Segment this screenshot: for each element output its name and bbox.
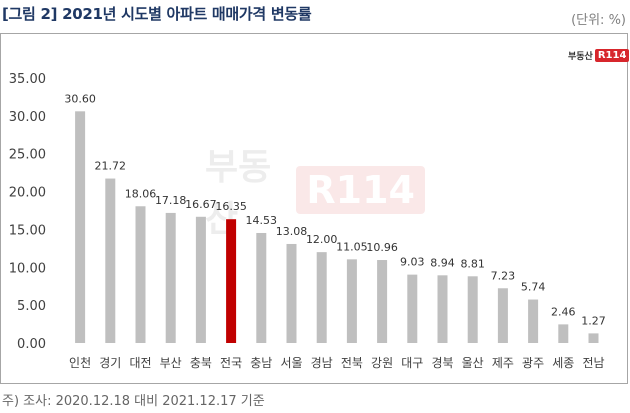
bars	[75, 111, 599, 343]
category-label: 경남	[311, 356, 333, 370]
bar-5	[226, 219, 237, 343]
value-label: 9.03	[400, 256, 425, 269]
watermark-mark: R114	[296, 166, 425, 214]
value-label: 21.72	[95, 160, 127, 173]
y-tick-label: 20.00	[9, 186, 46, 201]
bar-15	[528, 299, 539, 343]
category-label: 강원	[371, 356, 393, 370]
y-tick-label: 10.00	[9, 261, 46, 276]
bar-0	[75, 111, 86, 343]
category-label: 서울	[280, 356, 302, 370]
logo-text: 부동산	[568, 51, 593, 62]
value-label: 16.35	[215, 200, 247, 213]
category-label: 울산	[462, 356, 484, 370]
bar-6	[256, 232, 267, 343]
chart-title: [그림 2] 2021년 시도별 아파트 매매가격 변동률	[2, 5, 312, 23]
y-tick-label: 35.00	[9, 72, 46, 87]
bar-4	[195, 216, 206, 343]
source-note: 주) 조사: 2020.12.18 대비 2021.12.17 기준	[2, 394, 265, 409]
category-label: 부산	[160, 356, 182, 370]
bar-9	[346, 259, 357, 343]
category-label: 전국	[220, 356, 242, 370]
bar-1	[105, 178, 116, 343]
category-label: 인천	[69, 355, 91, 370]
value-labels: 30.60 21.72 18.0617.1816.6716.3514.5313.08…	[64, 92, 605, 327]
value-label: 5.74	[521, 281, 546, 294]
value-label: 8.81	[460, 257, 485, 270]
category-label: 전남	[582, 356, 604, 370]
bar-7	[286, 243, 297, 343]
category-label: 대구	[401, 356, 423, 370]
bar-chart: 0.00 5.00 10.00 15.00 20.00 25.00 30.00 35.00 3…	[9, 72, 606, 370]
logo-mark: R114	[594, 48, 630, 62]
category-label: 세종	[552, 356, 574, 370]
category-label: 충북	[190, 356, 212, 370]
value-label: 7.23	[491, 269, 516, 282]
bar-13	[467, 276, 478, 343]
bar-12	[437, 275, 448, 343]
bar-14	[497, 288, 508, 343]
category-labels: 인천 경기 대전 부산 충북 전국 충남 서울 경남 전북 강원 대구 경북 울산 제주 광주 세종 전남	[69, 355, 604, 370]
value-label: 8.94	[430, 256, 455, 269]
value-label: 13.08	[276, 225, 308, 238]
y-tick-label: 25.00	[9, 148, 46, 163]
unit-label: (단위: %)	[571, 13, 626, 28]
value-label: 30.60	[64, 92, 96, 105]
bar-16	[558, 324, 569, 343]
category-label: 제주	[492, 356, 514, 370]
category-label: 대전	[129, 356, 151, 370]
value-label: 18.06	[125, 187, 157, 200]
y-axis-ticks: 0.00 5.00 10.00 15.00 20.00 25.00 30.00 35.00	[9, 72, 46, 352]
category-label: 경북	[431, 356, 453, 370]
y-tick-label: 0.00	[17, 337, 46, 352]
y-tick-label: 15.00	[9, 223, 46, 238]
bar-3	[165, 212, 176, 343]
value-label: 10.96	[366, 241, 398, 254]
bar-2	[135, 206, 146, 343]
watermark-text: 부동산	[205, 147, 272, 240]
value-label: 17.18	[155, 194, 187, 207]
bar-10	[377, 260, 388, 343]
value-label: 1.27	[581, 314, 606, 327]
bar-8	[316, 252, 327, 343]
value-label: 11.05	[336, 240, 368, 253]
bar-11	[407, 274, 418, 343]
value-label: 2.46	[551, 305, 576, 318]
y-tick-label: 5.00	[17, 299, 46, 314]
value-label: 16.67	[185, 198, 217, 211]
r114-logo: 부동산 R114	[568, 46, 630, 64]
y-tick-label: 30.00	[9, 110, 46, 125]
value-label: 12.00	[306, 233, 338, 246]
r114-watermark: 부동산 R114	[205, 147, 425, 240]
category-label: 광주	[522, 356, 544, 370]
category-label: 경기	[99, 356, 121, 370]
category-label: 전북	[341, 356, 363, 370]
bar-17	[588, 333, 599, 343]
chart-frame	[0, 33, 628, 384]
category-label: 충남	[250, 356, 272, 370]
value-label: 14.53	[246, 214, 278, 227]
